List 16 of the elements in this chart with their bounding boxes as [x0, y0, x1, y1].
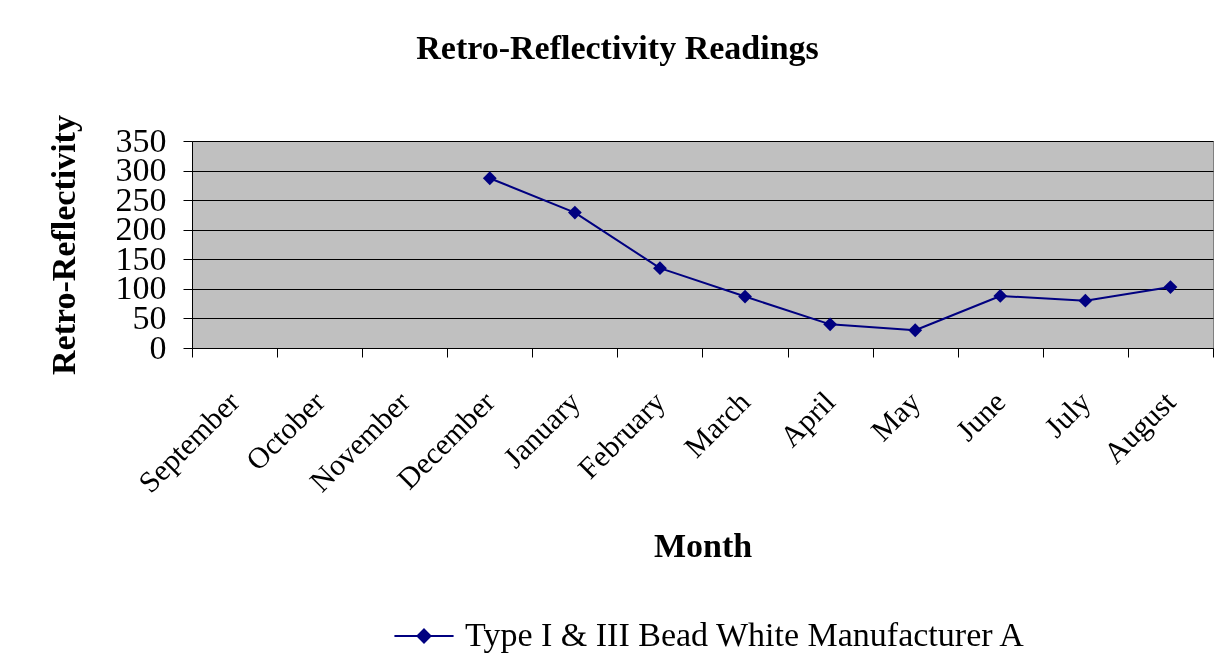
chart-title: Retro-Reflectivity Readings — [416, 28, 819, 66]
point — [738, 289, 752, 304]
point — [908, 323, 923, 338]
x-axis-title: Month — [653, 526, 753, 564]
point — [1163, 280, 1178, 294]
point — [823, 317, 838, 332]
x-tick-label: June — [949, 384, 1012, 447]
x-tick-label: July — [1037, 384, 1097, 444]
point — [653, 261, 667, 276]
point — [1078, 293, 1093, 308]
y-axis-title: Retro-Reflectivity — [44, 115, 82, 375]
point — [482, 171, 497, 186]
point — [567, 205, 582, 220]
legend-label: Type I & III Bead White Manufacturer A — [465, 616, 1025, 653]
x-tick-label: May — [864, 384, 927, 447]
point — [993, 289, 1008, 303]
